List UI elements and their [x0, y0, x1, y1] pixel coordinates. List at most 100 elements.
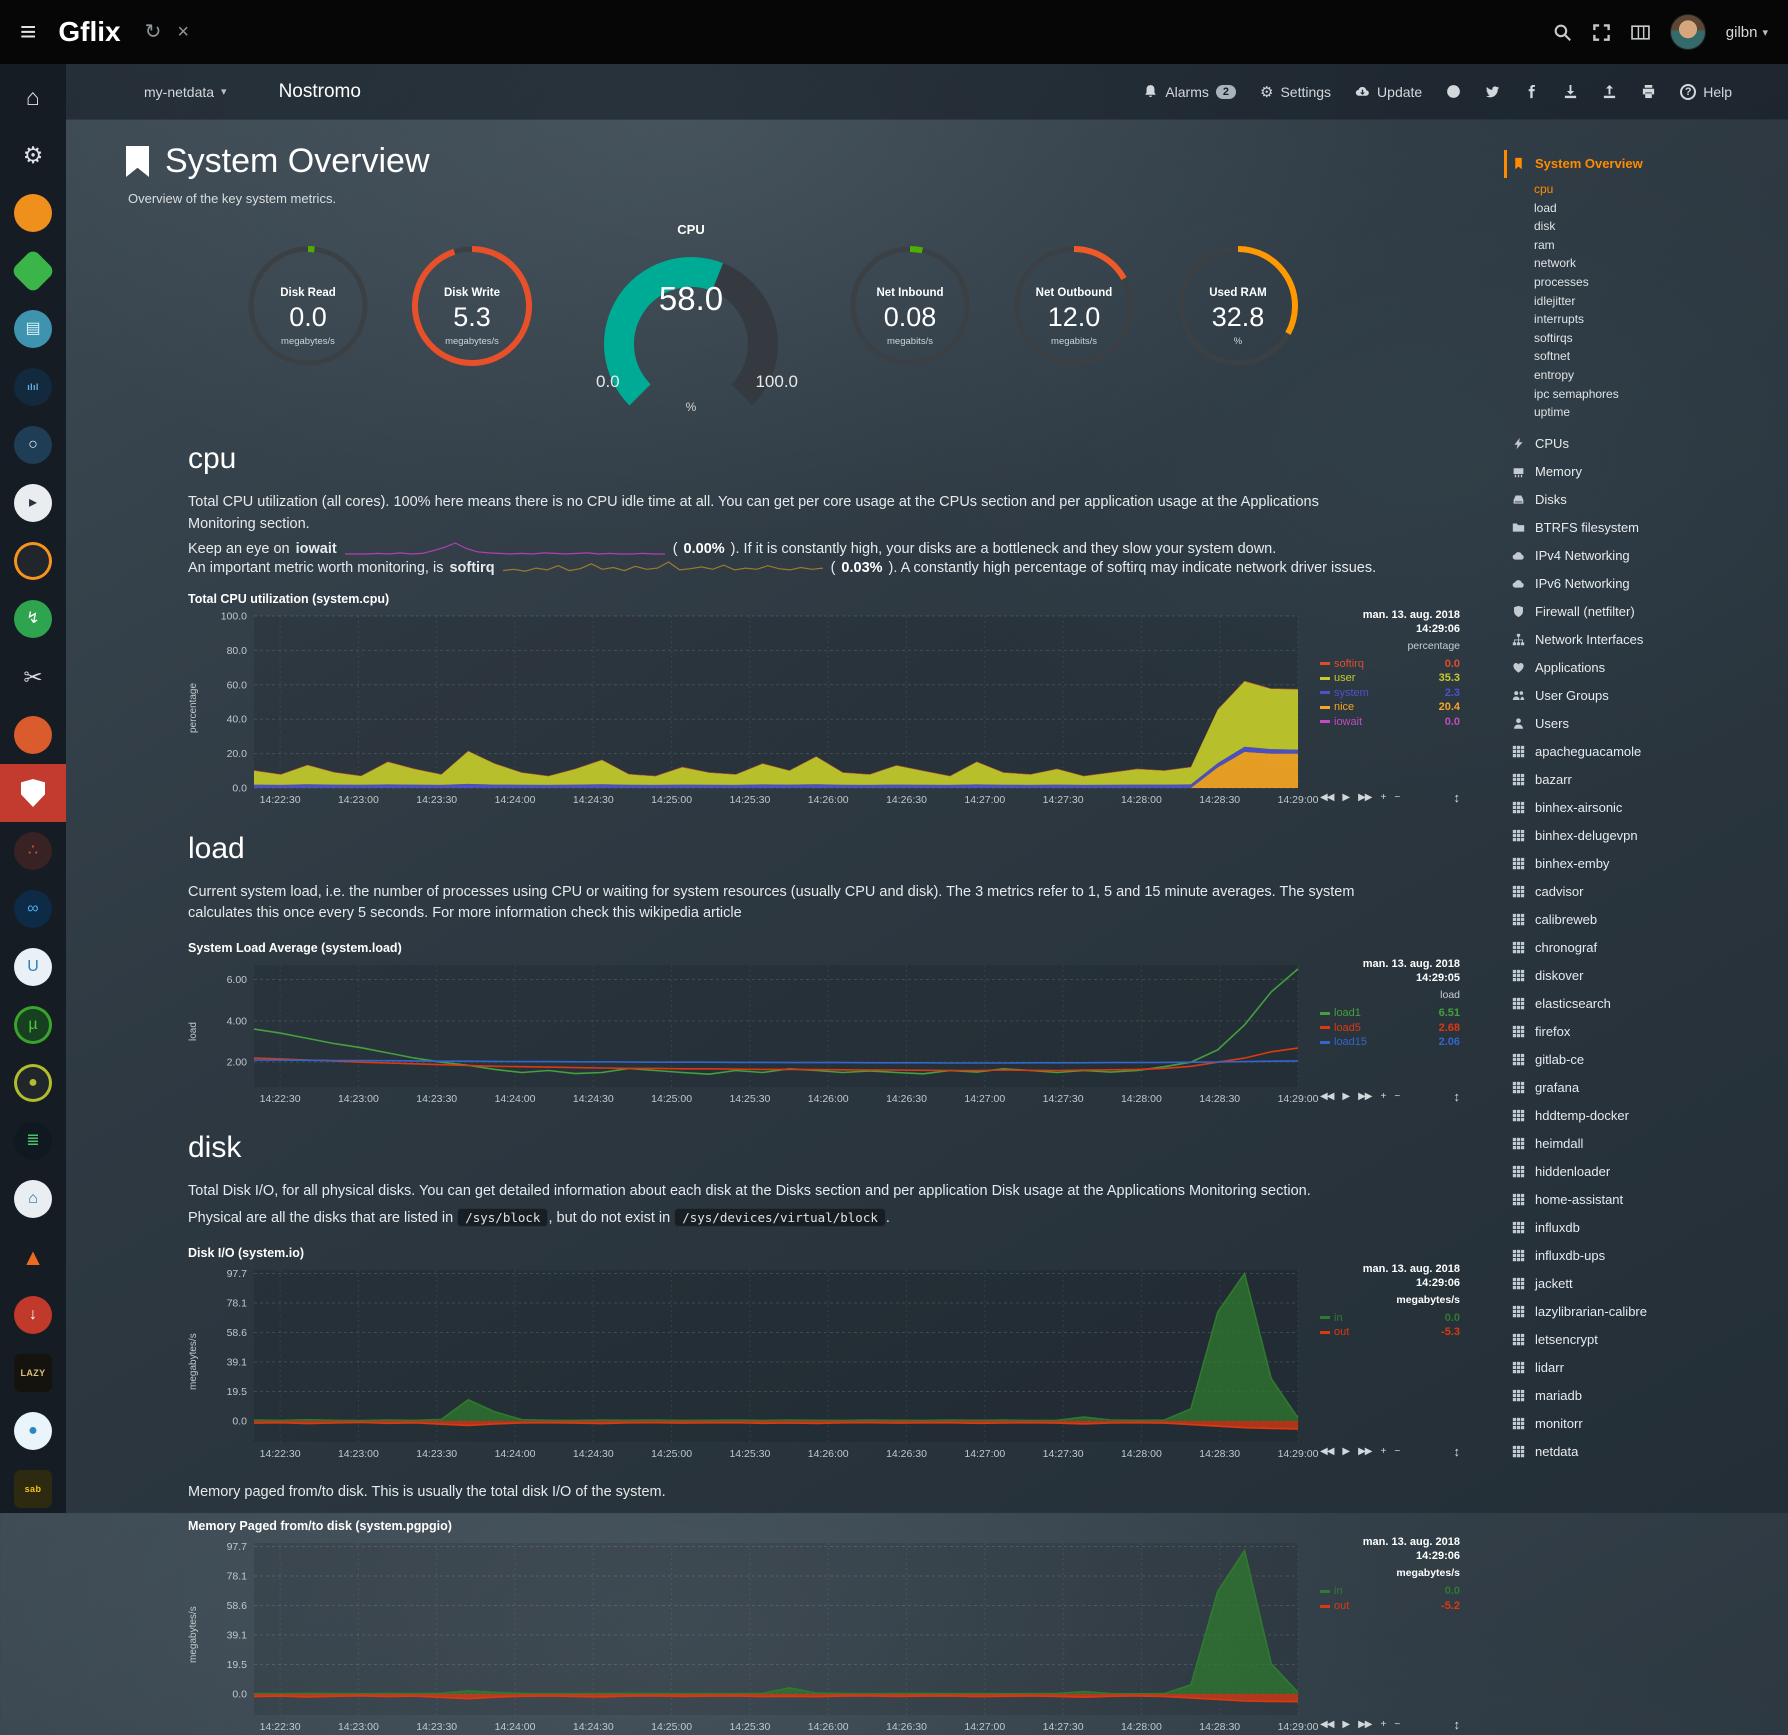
letter-u-app-icon[interactable]: U — [0, 938, 66, 996]
menu-icon[interactable]: ≡ — [20, 16, 37, 47]
sidebar-subitem-interrupts[interactable]: interrupts — [1534, 312, 1585, 327]
zoom-in-button[interactable]: + — [1380, 1445, 1386, 1457]
pan-backward-button[interactable]: ◀◀ — [1320, 1091, 1334, 1102]
red-orange-app-icon[interactable] — [0, 706, 66, 764]
white-play-app-icon[interactable]: ▸ — [0, 474, 66, 532]
sidebar-item-influxdb-ups[interactable]: influxdb-ups — [1504, 1242, 1778, 1270]
pan-backward-button[interactable]: ◀◀ — [1320, 1719, 1334, 1731]
sidebar-item-ipv4-networking[interactable]: IPv4 Networking — [1504, 542, 1778, 570]
sidebar-subitem-softnet[interactable]: softnet — [1534, 349, 1571, 364]
net-outbound-gauge[interactable]: Net Outbound 12.0 megabits/s — [998, 222, 1150, 398]
sidebar-item-binhex-airsonic[interactable]: binhex-airsonic — [1504, 794, 1778, 822]
net-inbound-gauge[interactable]: Net Inbound 0.08 megabits/s — [834, 222, 986, 398]
sidebar-item-jackett[interactable]: jackett — [1504, 1270, 1778, 1298]
teal-container-app-icon[interactable]: ▤ — [0, 300, 66, 358]
sidebar-item-disks[interactable]: Disks — [1504, 486, 1778, 514]
pan-backward-button[interactable]: ◀◀ — [1320, 791, 1334, 803]
download-button[interactable] — [1563, 84, 1578, 99]
lazy-text-app-icon[interactable]: LAZY — [0, 1344, 66, 1402]
sidebar-subitem-softirqs[interactable]: softirqs — [1534, 330, 1573, 345]
window-columns-icon[interactable] — [1630, 23, 1650, 42]
sidebar-item-cpus[interactable]: CPUs — [1504, 430, 1778, 458]
red-dots-app-icon[interactable]: ∴ — [0, 822, 66, 880]
upload-button[interactable] — [1602, 84, 1617, 99]
sidebar-item-firewall-netfilter[interactable]: Firewall (netfilter) — [1504, 598, 1778, 626]
cpu-gauge[interactable]: CPU 58.0 0.0 100.0% — [560, 222, 822, 418]
sab-text-app-icon[interactable]: sab — [0, 1460, 66, 1518]
fox-app-icon[interactable]: ▲ — [0, 1228, 66, 1286]
sidebar-item-apacheguacamole[interactable]: apacheguacamole — [1504, 738, 1778, 766]
resize-handle[interactable]: ↕ — [1453, 789, 1461, 805]
legend-row-user[interactable]: user 35.3 — [1320, 671, 1460, 686]
sidebar-item-bazarr[interactable]: bazarr — [1504, 766, 1778, 794]
sidebar-item-cadvisor[interactable]: cadvisor — [1504, 878, 1778, 906]
sidebar-subitem-entropy[interactable]: entropy — [1534, 367, 1575, 382]
zoom-in-button[interactable]: + — [1380, 791, 1386, 803]
red-download-app-icon[interactable]: ↓ — [0, 1286, 66, 1344]
sidebar-item-grafana[interactable]: grafana — [1504, 1074, 1778, 1102]
legend-row-out[interactable]: out -5.2 — [1320, 1599, 1460, 1614]
scissors-icon[interactable]: ✂ — [0, 648, 66, 706]
print-button[interactable] — [1641, 84, 1656, 99]
legend-row-nice[interactable]: nice 20.4 — [1320, 700, 1460, 715]
orange-ring-app-icon[interactable] — [0, 532, 66, 590]
legend-row-load1[interactable]: load1 6.51 — [1320, 1006, 1460, 1021]
sidebar-item-home-assistant[interactable]: home-assistant — [1504, 1186, 1778, 1214]
settings-button[interactable]: ⚙ Settings — [1260, 83, 1332, 101]
sidebar-subitem-load[interactable]: load — [1534, 200, 1557, 215]
sidebar-subitem-cpu[interactable]: cpu — [1534, 182, 1554, 196]
disk-read-gauge[interactable]: Disk Read 0.0 megabytes/s — [232, 222, 384, 398]
legend-row-iowait[interactable]: iowait 0.0 — [1320, 715, 1460, 730]
sound-bars-app-icon[interactable]: ılıl — [0, 358, 66, 416]
sidebar-item-netdata[interactable]: netdata — [1504, 1438, 1778, 1466]
sidebar-subitem-processes[interactable]: processes — [1534, 274, 1589, 289]
used-ram-gauge[interactable]: Used RAM 32.8% — [1162, 222, 1314, 398]
pan-forward-button[interactable]: ▶▶ — [1358, 1091, 1372, 1102]
blue-house-app-icon[interactable]: ⌂ — [0, 1170, 66, 1228]
home-icon[interactable]: ⌂ — [0, 68, 66, 126]
sidebar-item-firefox[interactable]: firefox — [1504, 1018, 1778, 1046]
twitter-button[interactable] — [1485, 84, 1500, 99]
sidebar-item-monitorr[interactable]: monitorr — [1504, 1410, 1778, 1438]
sidebar-item-diskover[interactable]: diskover — [1504, 962, 1778, 990]
sidebar-item-elasticsearch[interactable]: elasticsearch — [1504, 990, 1778, 1018]
sidebar-item-applications[interactable]: Applications — [1504, 654, 1778, 682]
zoom-out-button[interactable]: − — [1394, 1091, 1400, 1102]
sidebar-item-btrfs-filesystem[interactable]: BTRFS filesystem — [1504, 514, 1778, 542]
help-button[interactable]: ? Help — [1680, 83, 1732, 100]
play-button[interactable]: ▶ — [1342, 791, 1350, 803]
resize-handle[interactable]: ↕ — [1453, 1443, 1461, 1459]
legend-row-system[interactable]: system 2.3 — [1320, 686, 1460, 701]
shield-app-icon[interactable] — [0, 764, 66, 822]
green-flash-app-icon[interactable]: ↯ — [0, 590, 66, 648]
server-dropdown[interactable]: my-netdata ▾ — [144, 83, 227, 100]
facebook-button[interactable] — [1524, 84, 1539, 99]
resize-handle[interactable]: ↕ — [1453, 1717, 1461, 1733]
zoom-out-button[interactable]: − — [1394, 1719, 1400, 1731]
sidebar-item-lidarr[interactable]: lidarr — [1504, 1354, 1778, 1382]
user-avatar[interactable] — [1669, 14, 1706, 50]
legend-row-out[interactable]: out -5.3 — [1320, 1325, 1460, 1340]
sidebar-subitem-ram[interactable]: ram — [1534, 237, 1555, 252]
sidebar-item-gitlab-ce[interactable]: gitlab-ce — [1504, 1046, 1778, 1074]
water-drop-app-icon[interactable]: ● — [0, 1402, 66, 1460]
sidebar-subitem-idlejitter[interactable]: idlejitter — [1534, 293, 1576, 308]
zoom-out-button[interactable]: − — [1394, 791, 1400, 803]
sidebar-item-letsencrypt[interactable]: letsencrypt — [1504, 1326, 1778, 1354]
sidebar-item-calibreweb[interactable]: calibreweb — [1504, 906, 1778, 934]
chart-canvas-mem[interactable]: 14:22:30 14:23:00 14:23:30 14:24:00 14:24:30… — [204, 1535, 1319, 1735]
legend-row-softirq[interactable]: softirq 0.0 — [1320, 657, 1460, 672]
close-icon[interactable]: × — [177, 21, 190, 43]
alarms-button[interactable]: Alarms 2 — [1143, 84, 1236, 100]
sidebar-item-binhex-emby[interactable]: binhex-emby — [1504, 850, 1778, 878]
level-bars-app-icon[interactable]: ≣ — [0, 1112, 66, 1170]
chart-canvas-load[interactable]: 14:22:30 14:23:00 14:23:30 14:24:00 14:24:30… — [204, 957, 1319, 1107]
user-menu[interactable]: gilbn ▾ — [1725, 23, 1768, 41]
play-button[interactable]: ▶ — [1342, 1091, 1350, 1102]
sidebar-item-ipv6-networking[interactable]: IPv6 Networking — [1504, 570, 1778, 598]
pan-forward-button[interactable]: ▶▶ — [1358, 791, 1372, 803]
sidebar-item-binhex-delugevpn[interactable]: binhex-delugevpn — [1504, 822, 1778, 850]
sidebar-subitem-network[interactable]: network — [1534, 256, 1577, 271]
sidebar-item-user-groups[interactable]: User Groups — [1504, 682, 1778, 710]
sidebar-item-hddtemp-docker[interactable]: hddtemp-docker — [1504, 1102, 1778, 1130]
